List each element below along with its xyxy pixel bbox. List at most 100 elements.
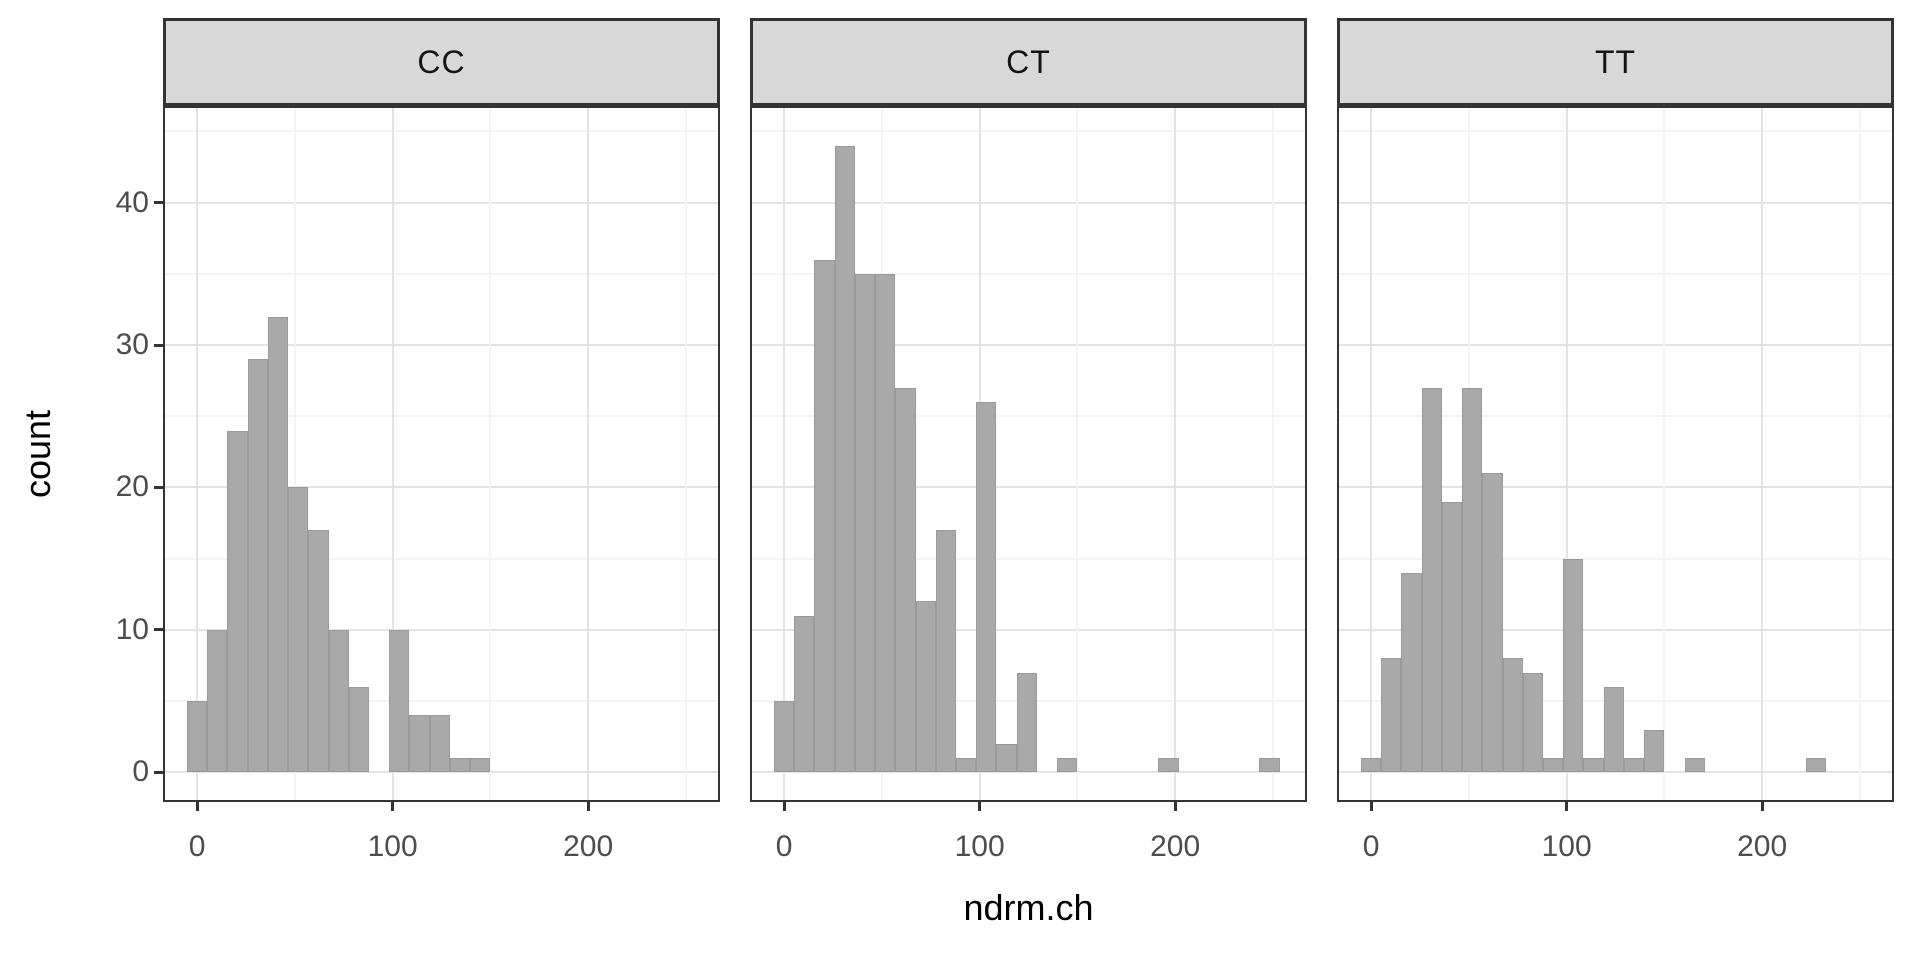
- histogram-bar: [1462, 387, 1483, 773]
- gridline-x-major: [587, 108, 590, 800]
- gridline-x-minor: [1858, 108, 1861, 800]
- histogram-bar: [1805, 757, 1827, 773]
- x-axis-title: ndrm.ch: [963, 887, 1094, 928]
- gridline-y-minor: [165, 700, 718, 703]
- gridline-y-major: [752, 771, 1305, 774]
- gridline-y-major: [752, 201, 1305, 204]
- gridline-y-major: [752, 486, 1305, 489]
- gridline-y-major: [165, 771, 718, 774]
- gridline-y-major: [752, 628, 1305, 631]
- y-tick-label: 20: [115, 470, 149, 504]
- x-tick: [978, 802, 982, 811]
- histogram-bar: [1482, 473, 1503, 773]
- histogram-bar: [1543, 757, 1564, 773]
- y-tick: [154, 628, 163, 632]
- x-tick-label: 0: [1362, 830, 1380, 863]
- gridline-x-major: [1370, 108, 1373, 800]
- x-tick-label: 200: [1737, 830, 1788, 863]
- gridline-y-minor: [752, 272, 1305, 275]
- panel-ct: [750, 106, 1307, 802]
- x-tick-label: 0: [775, 830, 793, 863]
- histogram-bar: [1603, 686, 1624, 773]
- y-tick-label: 40: [115, 185, 149, 219]
- histogram-bar: [1522, 672, 1543, 773]
- x-tick: [391, 802, 395, 811]
- histogram-bar: [207, 629, 228, 773]
- x-tick: [1173, 802, 1177, 811]
- histogram-bar: [267, 316, 289, 773]
- histogram-bar: [1360, 757, 1382, 773]
- x-tick-label: 100: [954, 830, 1005, 863]
- histogram-bar: [1401, 572, 1422, 773]
- histogram-bar: [1623, 757, 1645, 773]
- gridline-x-major: [1174, 108, 1177, 800]
- histogram-bar: [1583, 757, 1604, 773]
- gridline-x-major: [783, 108, 786, 800]
- x-tick-label: 200: [563, 830, 614, 863]
- gridline-x-minor: [1076, 108, 1079, 800]
- histogram-bar: [348, 686, 369, 773]
- gridline-y-minor: [165, 130, 718, 133]
- panel-tt: [1337, 106, 1894, 802]
- gridline-y-minor: [1339, 130, 1892, 133]
- histogram-bar: [1158, 757, 1179, 773]
- panel-cc: [163, 106, 720, 802]
- histogram-bar: [308, 530, 329, 773]
- gridline-x-major: [391, 108, 394, 800]
- gridline-y-major: [1339, 201, 1892, 204]
- histogram-bar: [854, 273, 876, 773]
- histogram-bar: [1421, 387, 1442, 773]
- gridline-y-major: [752, 344, 1305, 347]
- gridline-y-major: [165, 628, 718, 631]
- gridline-y-major: [165, 486, 718, 489]
- gridline-y-minor: [1339, 415, 1892, 418]
- gridline-y-minor: [165, 272, 718, 275]
- x-tick: [1760, 802, 1764, 811]
- gridline-x-minor: [489, 108, 492, 800]
- x-tick: [586, 802, 590, 811]
- x-tick: [195, 802, 199, 811]
- histogram-bar: [935, 530, 956, 773]
- y-tick-label: 10: [115, 612, 149, 646]
- histogram-bar: [794, 615, 815, 773]
- y-tick: [154, 485, 163, 489]
- gridline-y-major: [1339, 344, 1892, 347]
- facet-strip-tt: TT: [1337, 18, 1894, 106]
- histogram-bar: [915, 601, 936, 773]
- gridline-x-minor: [1271, 108, 1274, 800]
- x-tick: [782, 802, 786, 811]
- gridline-y-major: [165, 344, 718, 347]
- x-tick: [1369, 802, 1373, 811]
- histogram-bar: [328, 629, 349, 773]
- gridline-x-minor: [293, 108, 296, 800]
- histogram-bar: [976, 402, 997, 773]
- histogram-bar: [1502, 658, 1523, 773]
- histogram-bar: [1381, 658, 1402, 773]
- x-tick-label: 200: [1150, 830, 1201, 863]
- gridline-y-minor: [165, 557, 718, 560]
- y-axis-title: count: [17, 409, 58, 499]
- histogram-bar: [1644, 729, 1665, 773]
- facet-strip-ct: CT: [750, 18, 1307, 106]
- histogram-bar: [1441, 501, 1463, 773]
- histogram-bar: [227, 430, 248, 773]
- histogram-bar: [247, 359, 268, 773]
- y-tick: [154, 770, 163, 774]
- histogram-bar: [895, 387, 916, 773]
- gridline-y-major: [1339, 771, 1892, 774]
- gridline-y-minor: [165, 415, 718, 418]
- histogram-bar: [1057, 757, 1078, 773]
- gridline-x-major: [196, 108, 199, 800]
- x-tick: [1565, 802, 1569, 811]
- histogram-bar: [834, 145, 855, 773]
- x-tick-label: 100: [1541, 830, 1592, 863]
- histogram-bar: [470, 757, 491, 773]
- gridline-y-minor: [752, 415, 1305, 418]
- y-tick-label: 30: [115, 328, 149, 362]
- y-tick: [154, 201, 163, 205]
- histogram-bar: [1684, 757, 1705, 773]
- histogram-bar: [389, 629, 410, 773]
- gridline-y-minor: [1339, 272, 1892, 275]
- facet-strip-cc: CC: [163, 18, 720, 106]
- histogram-bar: [773, 701, 795, 773]
